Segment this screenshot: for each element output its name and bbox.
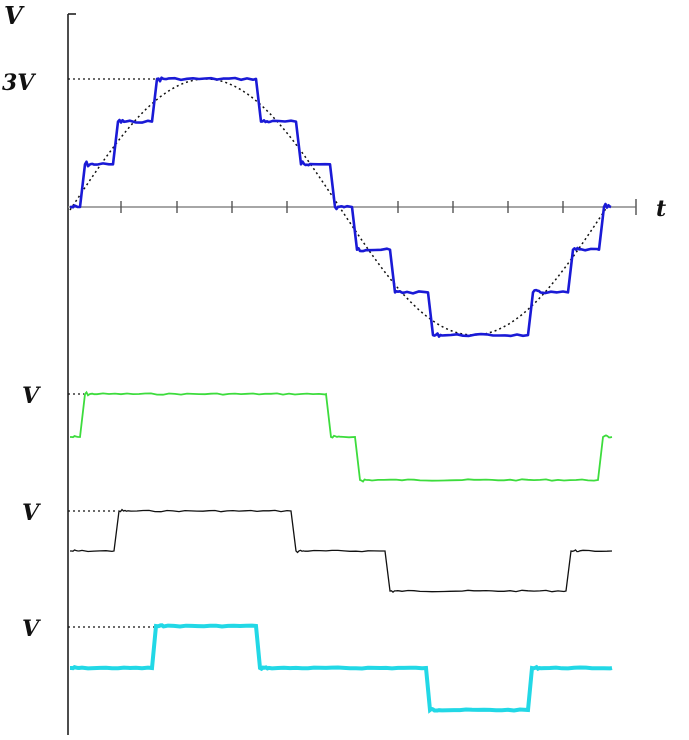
summed-staircase-waveform xyxy=(69,76,612,338)
wave-3-level-label: V xyxy=(22,616,41,642)
component-waveform-3 xyxy=(70,623,613,714)
y-axis-label: V xyxy=(4,1,25,30)
t-axis-label: t xyxy=(656,196,666,222)
reference-dotted-lines xyxy=(68,78,155,628)
component-waveform-2 xyxy=(70,508,613,593)
peak-3v-label: 3V xyxy=(2,70,36,96)
wave-1-level-label: V xyxy=(22,383,41,409)
wave-2-level-label: V xyxy=(22,500,41,526)
component-waveform-1 xyxy=(70,390,613,483)
time-axis-ticks xyxy=(120,201,564,213)
